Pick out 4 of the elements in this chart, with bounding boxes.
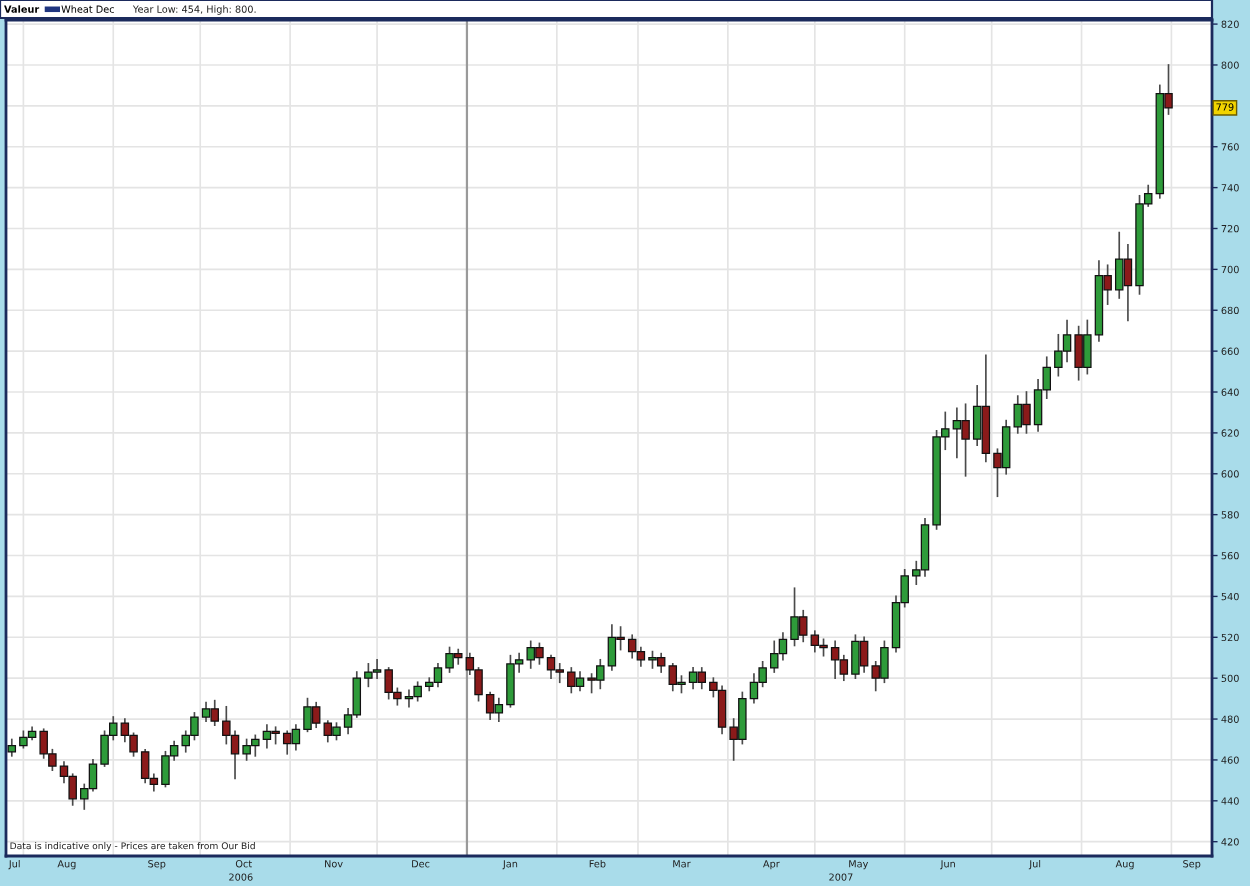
candlestick (311, 701, 321, 729)
candlestick (323, 720, 333, 743)
candlestick (668, 663, 678, 692)
candlestick (656, 652, 666, 673)
